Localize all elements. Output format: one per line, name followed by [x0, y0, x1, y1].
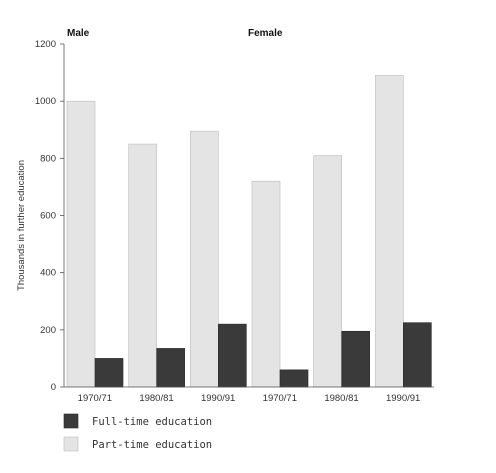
y-tick-label: 0 [51, 382, 56, 393]
full-time-bar [218, 323, 247, 388]
full-time-bar [156, 348, 185, 388]
part-time-bar [251, 180, 281, 388]
part-time-bar [313, 155, 342, 388]
part-time-bar [190, 130, 219, 388]
x-tick-label: 1980/81 [324, 393, 358, 404]
full-time-bar [341, 330, 370, 388]
part-time-bar [375, 75, 404, 388]
x-tick-label: 1990/91 [386, 393, 420, 404]
y-tick-label: 400 [40, 268, 56, 279]
group-labels: Male Female [67, 28, 283, 39]
y-tick-label: 1200 [35, 39, 56, 50]
y-tick-label: 1000 [35, 96, 56, 107]
x-tick-label: 1990/91 [201, 393, 235, 404]
full-time-bar [94, 358, 124, 388]
legend-swatch [63, 436, 79, 452]
legend: Full-time education Part-time education [63, 413, 212, 452]
part-time-bar [66, 100, 96, 388]
full-time-bar [403, 322, 432, 388]
full-time-bar [279, 369, 309, 388]
part-time-bar [128, 143, 157, 388]
bars [66, 75, 432, 388]
y-tick-label: 200 [40, 325, 56, 336]
y-tick-label: 600 [40, 211, 56, 222]
group-label-female: Female [248, 28, 283, 39]
x-tick-label: 1970/71 [263, 393, 297, 404]
x-tick-label: 1980/81 [139, 393, 173, 404]
y-axis-title: Thousands in further education [16, 160, 27, 291]
legend-swatch [63, 413, 79, 429]
y-tick-label: 800 [40, 153, 56, 164]
group-label-male: Male [67, 28, 90, 39]
legend-label: Full-time education [92, 416, 212, 428]
axes: 1970/71 1980/81 1990/91 1970/71 1980/81 1990/… [16, 39, 434, 404]
legend-label: Part-time education [92, 439, 212, 451]
x-tick-label: 1970/71 [78, 393, 112, 404]
